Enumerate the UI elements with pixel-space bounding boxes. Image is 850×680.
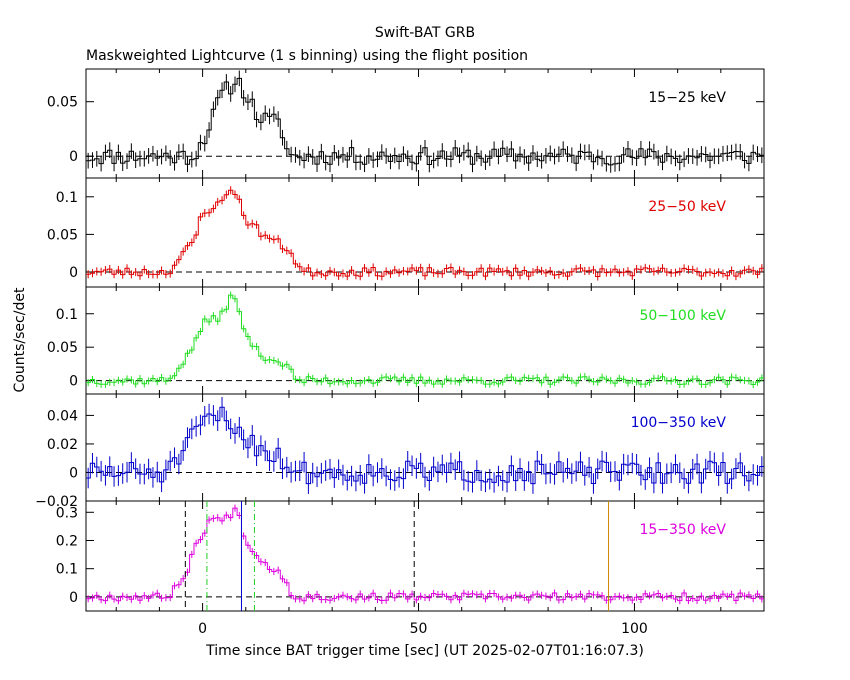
lightcurve-line	[86, 406, 764, 485]
y-tick-label: 0.1	[56, 190, 78, 206]
band-label: 15−350 keV	[639, 522, 726, 538]
lightcurve-line	[86, 189, 764, 277]
panels-group: 0 0.05 15−25 keV 0 0.05 0.1 25−50 keV 0 0.05 0.1 5…	[35, 68, 765, 637]
band-label: 100−350 keV	[631, 415, 727, 431]
y-tick-label: 0	[69, 265, 78, 281]
y-axis-label: Counts/sec/det	[12, 287, 28, 392]
band-label: 25−50 keV	[648, 199, 726, 215]
y-tick-label: 0	[69, 465, 78, 481]
band-label: 50−100 keV	[639, 308, 726, 324]
y-tick-label: 0.1	[56, 307, 78, 323]
x-axis-label: Time since BAT trigger time [sec] (UT 20…	[205, 643, 644, 659]
y-tick-label: 0.05	[47, 227, 78, 243]
y-tick-label: 0.3	[56, 505, 78, 521]
lightcurve-line	[86, 77, 764, 166]
x-tick-label: 50	[410, 621, 428, 637]
lightcurve-line	[86, 507, 764, 602]
chart-subtitle: Maskweighted Lightcurve (1 s binning) us…	[86, 48, 528, 64]
x-tick-label: 0	[198, 621, 207, 637]
y-tick-label: 0.05	[47, 95, 78, 111]
y-tick-label: −0.02	[35, 494, 78, 510]
y-tick-label: 0	[69, 374, 78, 390]
y-tick-label: 0.1	[56, 562, 78, 578]
chart-title: Swift-BAT GRB	[375, 25, 475, 41]
x-tick-label: 100	[621, 621, 648, 637]
y-tick-label: 0.2	[56, 533, 78, 549]
y-tick-label: 0	[69, 590, 78, 606]
y-tick-label: 0	[69, 149, 78, 165]
lightcurve-line	[86, 294, 764, 385]
y-tick-label: 0.02	[47, 437, 78, 453]
y-tick-label: 0.04	[47, 408, 78, 424]
y-tick-label: 0.05	[47, 340, 78, 356]
band-label: 15−25 keV	[648, 90, 726, 106]
panel-frame	[85, 500, 765, 612]
